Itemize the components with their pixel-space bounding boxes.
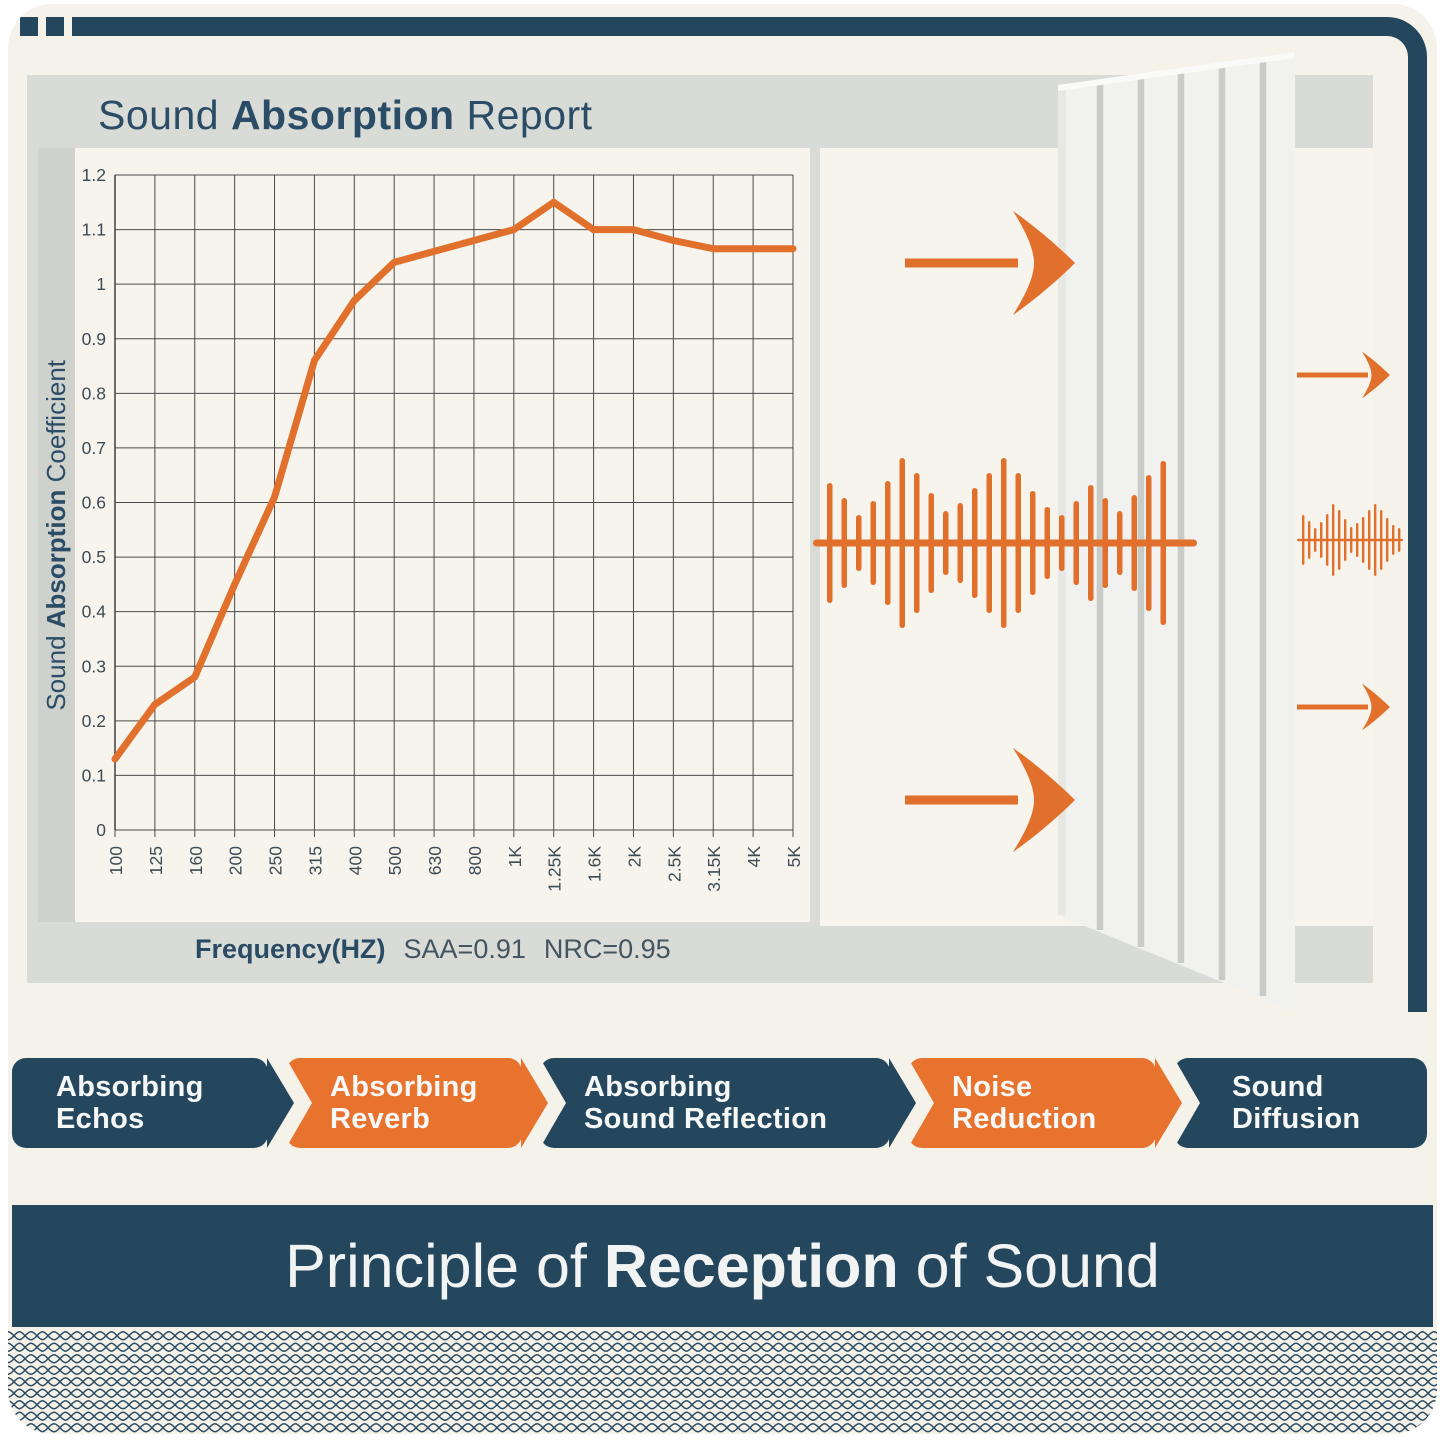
- badge-line1: Noise: [952, 1070, 1033, 1103]
- x-tick-label: 200: [226, 846, 246, 875]
- badge-absorbing-reverb: Absorbing Reverb: [286, 1058, 548, 1148]
- x-tick-label: 3.15K: [704, 846, 724, 892]
- badge-line2: Echos: [56, 1103, 145, 1135]
- x-tick-label: 1.25K: [545, 846, 565, 892]
- wave-pattern-footer: [8, 1330, 1437, 1434]
- x-tick-label: 2K: [624, 846, 644, 868]
- x-tick-label: 4K: [744, 846, 764, 868]
- y-tick-label: 1.2: [82, 165, 106, 185]
- banner-pre: Principle of: [285, 1232, 604, 1300]
- y-tick-label: 0: [96, 820, 106, 840]
- badge-line2: Reverb: [330, 1103, 431, 1135]
- x-tick-label: 100: [106, 846, 126, 875]
- badge-label: Sound Diffusion: [1174, 1071, 1360, 1136]
- y-axis-label-pre: Sound: [41, 627, 71, 711]
- y-tick-label: 0.6: [82, 493, 106, 513]
- frame-square-icon: [20, 17, 38, 36]
- y-tick-label: 0.2: [82, 711, 106, 731]
- y-axis-label-bold: Absorption: [41, 489, 71, 628]
- chart-panel: 0 0.1 0.2 0.3 0.4 0.5 0.6 0.7 0.8 0.9 1 1.1 1.2 100 12…: [75, 148, 810, 922]
- absorption-chart: 0 0.1 0.2 0.3 0.4 0.5 0.6 0.7 0.8 0.9 1 1.1 1.2 100 12…: [82, 165, 804, 892]
- badge-line1: Absorbing: [330, 1070, 478, 1103]
- badge-absorbing-echos: Absorbing Echos: [12, 1058, 294, 1148]
- badge-label: Noise Reduction: [908, 1071, 1096, 1136]
- x-tick-label: 125: [146, 846, 166, 875]
- y-tick-label: 0.1: [82, 765, 106, 785]
- x-tick-label: 800: [465, 846, 485, 875]
- bottom-banner-title: Principle of Reception of Sound: [12, 1205, 1433, 1327]
- badge-noise-reduction: Noise Reduction: [908, 1058, 1182, 1148]
- badge-label: Absorbing Reverb: [286, 1071, 478, 1136]
- report-title-bold: Absorption: [230, 92, 455, 138]
- x-axis-label: Frequency(HZ): [195, 934, 386, 964]
- y-tick-label: 0.4: [82, 602, 107, 622]
- y-tick-label: 0.9: [82, 329, 106, 349]
- saa-value: SAA=0.91: [403, 934, 526, 964]
- x-tick-label: 1.6K: [585, 846, 605, 882]
- y-tick-label: 0.3: [82, 656, 106, 676]
- badge-line1: Absorbing: [584, 1070, 732, 1103]
- y-tick-label: 1.1: [82, 220, 106, 240]
- infographic-card: Sound Absorption Report Sound Absorption…: [8, 4, 1437, 1434]
- x-tick-label: 315: [305, 846, 325, 875]
- report-title-post: Report: [454, 92, 593, 138]
- y-axis-label: Sound Absorption Coefficient: [41, 360, 72, 711]
- x-tick-label: 5K: [784, 846, 804, 868]
- x-tick-label: 250: [266, 846, 286, 875]
- x-tick-label: 400: [345, 846, 365, 875]
- badge-line1: Sound: [1232, 1070, 1324, 1103]
- y-tick-label: 0.7: [82, 438, 106, 458]
- report-title-pre: Sound: [98, 92, 231, 138]
- badge-line1: Absorbing: [56, 1070, 204, 1103]
- banner-bold: Reception: [603, 1232, 899, 1300]
- badge-line2: Sound Reflection: [584, 1103, 828, 1135]
- y-tick-label: 0.8: [82, 383, 106, 403]
- y-tick-label: 1: [96, 274, 106, 294]
- illustration-backdrop: [820, 148, 1373, 926]
- badge-line2: Reduction: [952, 1103, 1097, 1135]
- wave-pattern: [8, 1330, 1437, 1434]
- badge-label: Absorbing Sound Reflection: [540, 1071, 827, 1136]
- x-tick-label: 500: [385, 846, 405, 875]
- frame-square-icon: [46, 17, 64, 36]
- badge-line2: Diffusion: [1232, 1103, 1361, 1135]
- badge-absorbing-sound-reflection: Absorbing Sound Reflection: [540, 1058, 916, 1148]
- x-tick-label: 1K: [505, 846, 525, 868]
- y-axis-label-post: Coefficient: [41, 359, 71, 490]
- badge-sound-diffusion: Sound Diffusion: [1174, 1058, 1427, 1148]
- absorption-line: [111, 198, 797, 763]
- x-tick-label: 160: [186, 846, 206, 875]
- chart-caption: Frequency(HZ) SAA=0.91 NRC=0.95: [195, 934, 671, 965]
- x-tick-label: 630: [425, 846, 445, 875]
- y-tick-label: 0.5: [82, 547, 106, 567]
- banner-post: of Sound: [898, 1232, 1160, 1300]
- report-title: Sound Absorption Report: [98, 92, 593, 139]
- nrc-value: NRC=0.95: [543, 934, 671, 964]
- badge-label: Absorbing Echos: [12, 1071, 204, 1136]
- y-axis-label-strip: Sound Absorption Coefficient: [38, 148, 75, 922]
- x-tick-label: 2.5K: [664, 846, 684, 882]
